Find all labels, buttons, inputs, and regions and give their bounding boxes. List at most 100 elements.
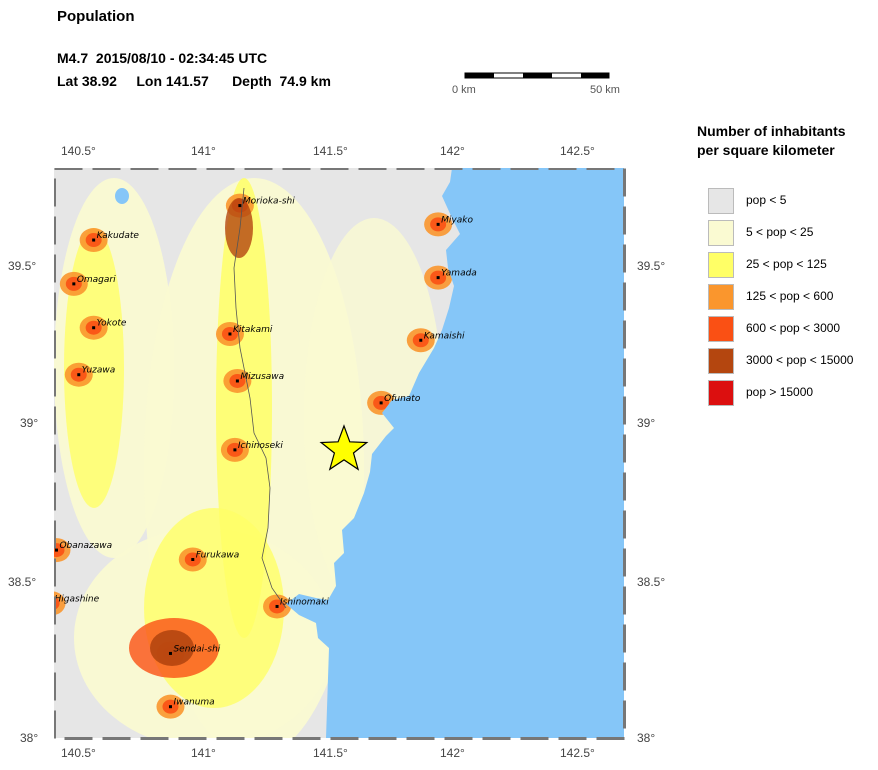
population-map[interactable]: Morioka-shi Miyako Kakudate Omagari Yamada Yo…: [54, 168, 626, 740]
legend-label: 600 < pop < 3000: [746, 321, 841, 335]
city-label: Kakudate: [97, 231, 140, 241]
city-dot: [436, 276, 440, 280]
lat-tick-label: 39.5°: [637, 259, 666, 273]
epicenter-star[interactable]: [319, 424, 369, 471]
city-marker[interactable]: Kakudate: [92, 231, 139, 242]
lon-tick-label: 140.5°: [61, 746, 96, 760]
city-dot: [191, 557, 195, 561]
legend-swatch: [708, 252, 734, 278]
city-marker[interactable]: Higashine: [54, 594, 100, 605]
city-label: Yuzawa: [82, 366, 116, 376]
density-blob: [150, 630, 194, 666]
legend-label: 5 < pop < 25: [746, 225, 814, 239]
city-label: Kitakami: [233, 325, 273, 335]
city-marker[interactable]: Ishinomaki: [275, 597, 330, 608]
lon-tick-label: 141.5°: [313, 144, 348, 158]
city-marker[interactable]: Yokote: [92, 319, 127, 330]
city-label: Morioka-shi: [243, 197, 295, 207]
city-label: Iwanuma: [173, 698, 214, 708]
city-markers: Morioka-shi Miyako Kakudate Omagari Yamada Yo…: [54, 197, 477, 709]
legend-item: 25 < pop < 125: [708, 252, 878, 278]
city-dot: [233, 448, 237, 452]
lat-tick-label: 39°: [20, 416, 39, 430]
legend-label: pop > 15000: [746, 385, 814, 399]
legend-title: Number of inhabitants per square kilomet…: [697, 122, 846, 160]
city-dot: [168, 651, 172, 655]
density-blob: [54, 591, 66, 616]
legend-item: 600 < pop < 3000: [708, 316, 878, 342]
city-dot: [54, 548, 58, 552]
lon-tick-label: 142.5°: [560, 746, 595, 760]
legend-swatch: [708, 188, 734, 214]
legend-title-line: per square kilometer: [697, 142, 835, 158]
city-dot: [228, 332, 232, 336]
scale-right-label: 50 km: [590, 84, 620, 96]
legend-swatch: [708, 316, 734, 342]
legend-item: 3000 < pop < 15000: [708, 348, 878, 374]
city-dot: [72, 282, 76, 286]
city-dot: [77, 373, 81, 377]
scale-left-label: 0 km: [452, 84, 476, 96]
location-info-line: Lat 38.92 Lon 141.57 Depth 74.9 km: [57, 73, 331, 89]
scale-bar: [464, 72, 610, 79]
lake: [115, 188, 129, 204]
legend-label: 3000 < pop < 15000: [746, 353, 854, 367]
lon-tick-label: 140.5°: [61, 144, 96, 158]
city-dot: [379, 401, 383, 405]
city-dot: [238, 204, 242, 208]
city-dot: [275, 604, 279, 608]
density-blob: [64, 228, 124, 508]
city-marker[interactable]: Miyako: [436, 215, 474, 226]
lon-tick-label: 141.5°: [313, 746, 348, 760]
legend-swatch: [708, 284, 734, 310]
lat-tick-label: 38°: [20, 731, 39, 745]
city-marker[interactable]: Furukawa: [191, 550, 239, 561]
city-marker[interactable]: Yuzawa: [77, 366, 115, 377]
city-marker[interactable]: Yamada: [436, 269, 477, 280]
city-marker[interactable]: Mizusawa: [235, 372, 284, 383]
legend-label: 25 < pop < 125: [746, 257, 827, 271]
ocean: [286, 168, 624, 738]
city-marker[interactable]: Iwanuma: [168, 698, 215, 709]
city-dot: [92, 238, 96, 242]
city-label: Higashine: [55, 594, 100, 604]
city-label: Sendai-shi: [173, 644, 220, 654]
city-label: Mizusawa: [240, 372, 284, 382]
legend-item: 5 < pop < 25: [708, 220, 878, 246]
legend-swatch: [708, 348, 734, 374]
city-label: Ofunato: [384, 394, 421, 404]
city-marker[interactable]: Ichinoseki: [233, 441, 283, 452]
city-marker[interactable]: Kitakami: [228, 325, 273, 336]
city-label: Yamada: [441, 269, 477, 279]
city-marker[interactable]: Sendai-shi: [168, 644, 221, 655]
city-dot: [436, 222, 440, 226]
lat-tick-label: 39.5°: [8, 259, 37, 273]
lon-tick-label: 142°: [440, 144, 465, 158]
legend-swatch: [708, 380, 734, 406]
city-marker[interactable]: Kamaishi: [419, 331, 465, 342]
lon-tick-label: 142°: [440, 746, 465, 760]
city-label: Yokote: [97, 319, 127, 329]
city-dot: [92, 326, 96, 330]
lon-tick-label: 142.5°: [560, 144, 595, 158]
city-label: Omagari: [77, 275, 116, 285]
lon-tick-label: 141°: [191, 144, 216, 158]
density-blob: [54, 543, 65, 558]
lon-tick-label: 141°: [191, 746, 216, 760]
legend-item: pop < 5: [708, 188, 878, 214]
lat-tick-label: 38.5°: [637, 575, 666, 589]
city-marker[interactable]: Obanazawa: [54, 541, 112, 552]
city-label: Furukawa: [196, 550, 240, 560]
map-frame: [54, 168, 626, 740]
lat-tick-label: 39°: [637, 416, 656, 430]
city-label: Kamaishi: [424, 331, 465, 341]
legend-label: pop < 5: [746, 193, 787, 207]
lat-tick-label: 38°: [637, 731, 656, 745]
legend-swatch: [708, 220, 734, 246]
city-marker[interactable]: Omagari: [72, 275, 116, 286]
city-marker[interactable]: Morioka-shi: [238, 197, 295, 208]
legend-title-line: Number of inhabitants: [697, 123, 846, 139]
city-label: Ishinomaki: [280, 597, 329, 607]
legend-label: 125 < pop < 600: [746, 289, 834, 303]
city-marker[interactable]: Ofunato: [379, 394, 421, 405]
